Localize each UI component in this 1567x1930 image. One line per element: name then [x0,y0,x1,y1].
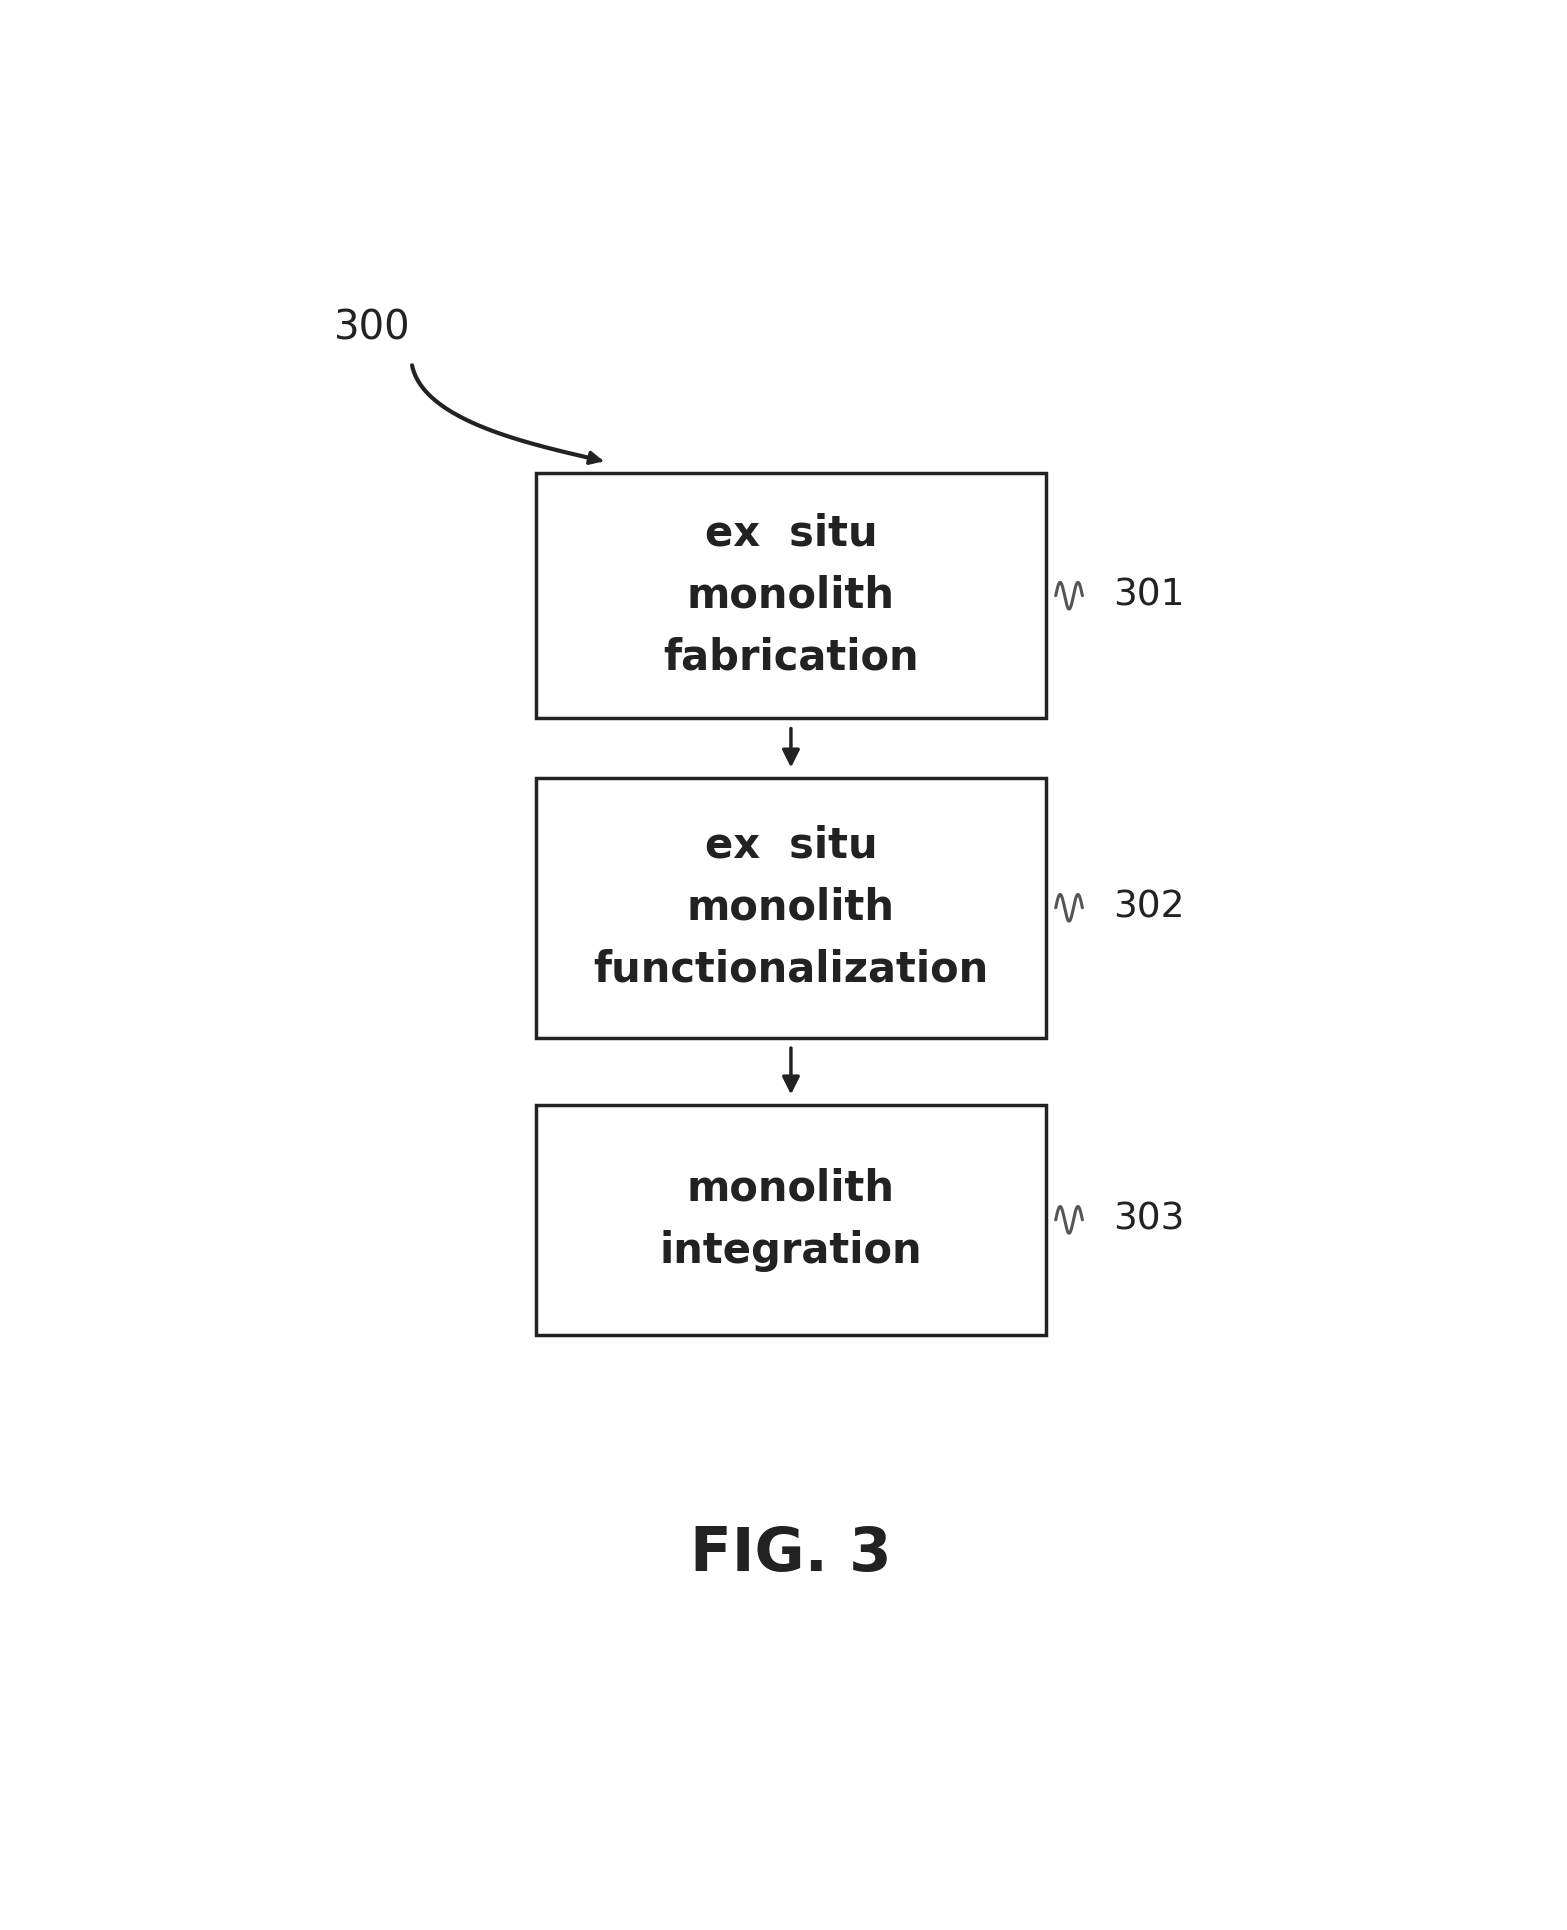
Text: FIG. 3: FIG. 3 [689,1525,892,1585]
Bar [536,473,1047,718]
Text: monolith
integration: monolith integration [660,1168,923,1272]
Text: 302: 302 [1113,890,1185,926]
Text: 300: 300 [334,309,411,347]
Bar [536,778,1047,1038]
Text: ex  situ
monolith
fabrication: ex situ monolith fabrication [663,513,918,679]
Text: 301: 301 [1113,577,1185,614]
Text: 303: 303 [1113,1202,1185,1237]
Text: ex  situ
monolith
functionalization: ex situ monolith functionalization [594,824,989,990]
Bar [536,1104,1047,1336]
